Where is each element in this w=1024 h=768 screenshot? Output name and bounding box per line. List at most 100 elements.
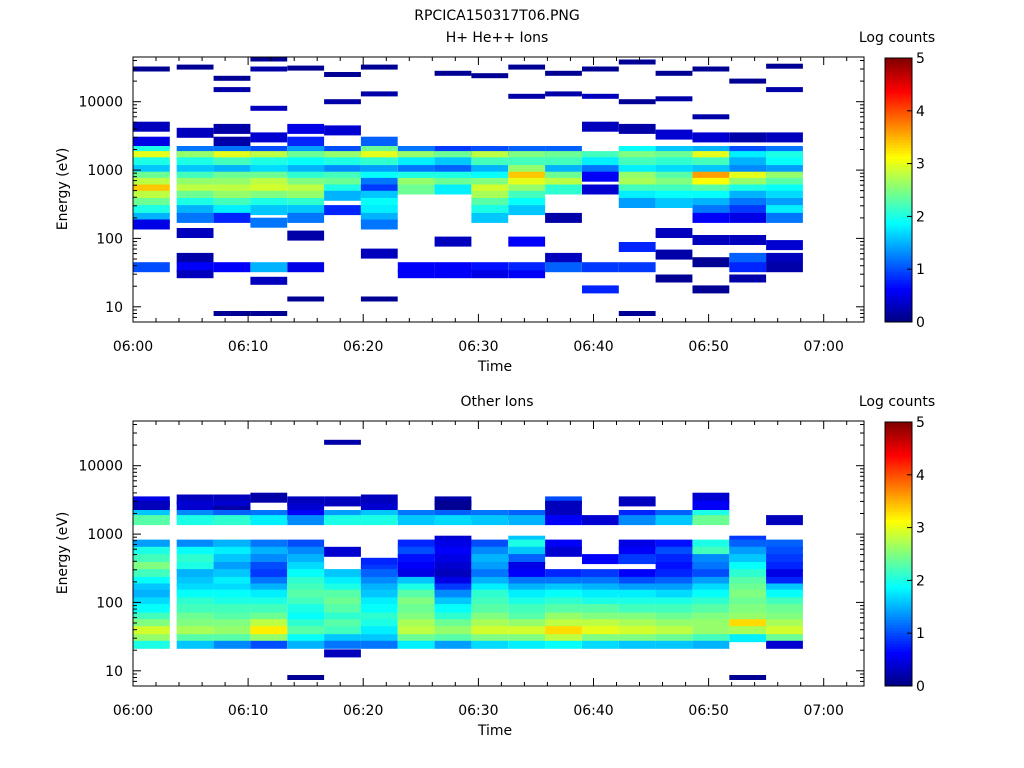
colorbar-swatch xyxy=(885,213,912,217)
heatmap-cell xyxy=(360,219,398,230)
heatmap-cell xyxy=(545,612,582,623)
colorbar-tick-label: 4 xyxy=(916,104,925,120)
heatmap-cell xyxy=(213,576,251,587)
heatmap-cell xyxy=(729,190,767,201)
colorbar-swatch xyxy=(885,97,912,101)
heatmap-cell xyxy=(250,492,288,503)
heatmap-cell xyxy=(471,640,509,649)
heatmap-cell xyxy=(655,634,693,643)
heatmap-cell xyxy=(397,171,435,182)
heatmap-cell xyxy=(618,146,656,156)
heatmap-cell xyxy=(508,619,546,630)
heatmap-cell xyxy=(729,157,767,168)
heatmap-cell xyxy=(250,569,288,580)
colorbar-swatch xyxy=(885,131,912,135)
heatmap-cell xyxy=(397,576,435,587)
heatmap-cell xyxy=(434,640,472,649)
heatmap-cell xyxy=(545,576,582,587)
heatmap-cell xyxy=(397,640,435,649)
heatmap-cell xyxy=(287,640,325,649)
heatmap-cell xyxy=(176,589,214,600)
heatmap-cell xyxy=(766,132,803,143)
heatmap-cell xyxy=(287,546,325,557)
heatmap-cell xyxy=(133,177,170,188)
colorbar-swatch xyxy=(885,548,912,552)
heatmap-cell xyxy=(508,157,546,168)
x-tick-label: 06:10 xyxy=(228,703,268,719)
heatmap-cell xyxy=(287,212,325,223)
heatmap-cell xyxy=(545,569,582,580)
colorbar-label: Log counts xyxy=(859,394,935,410)
heatmap-cell xyxy=(176,146,214,156)
heatmap-cell xyxy=(655,228,693,238)
colorbar-swatch xyxy=(885,422,912,426)
heatmap-cell xyxy=(176,612,214,623)
heatmap-layer xyxy=(133,439,803,680)
heatmap-cell xyxy=(766,562,803,572)
colorbar-swatch xyxy=(885,564,912,568)
heatmap-cell xyxy=(434,569,472,580)
colorbar-swatch xyxy=(885,190,912,194)
heatmap-cell xyxy=(133,121,170,132)
colorbar-swatch xyxy=(885,501,912,505)
colorbar-swatch xyxy=(885,282,912,286)
heatmap-cell xyxy=(133,205,170,216)
colorbar-swatch xyxy=(885,445,912,449)
heatmap-cell xyxy=(471,165,509,176)
heatmap-cell xyxy=(582,597,619,608)
heatmap-cell xyxy=(434,604,472,615)
heatmap-cell xyxy=(133,151,170,162)
heatmap-cell xyxy=(766,157,803,168)
colorbar-swatch xyxy=(885,79,912,83)
heatmap-cell xyxy=(434,546,472,557)
heatmap-cell xyxy=(508,569,546,580)
y-tick-label: 1000 xyxy=(87,527,123,543)
heatmap-cell xyxy=(287,510,325,520)
colorbar-swatch xyxy=(885,530,912,534)
heatmap-cell xyxy=(471,515,509,526)
heatmap-cell xyxy=(692,212,730,223)
colorbar-swatch xyxy=(885,84,912,88)
axes-frame: 10 100 1000 10000 06:00 06:10 06:20 06:30 06:40 0… xyxy=(78,420,865,719)
colorbar-swatch xyxy=(885,659,912,663)
heatmap-cell xyxy=(729,151,767,162)
x-tick-label: 06:50 xyxy=(688,703,728,719)
heatmap-cell xyxy=(618,190,656,201)
heatmap-cell xyxy=(692,597,730,608)
heatmap-cell xyxy=(250,539,288,550)
heatmap-cell xyxy=(287,136,325,147)
colorbar-swatch xyxy=(885,554,912,558)
colorbar-swatch xyxy=(885,139,912,143)
colorbar-frame xyxy=(884,57,913,323)
colorbar-swatch xyxy=(885,527,912,531)
heatmap-cell xyxy=(213,539,251,550)
colorbar-swatch xyxy=(885,472,912,476)
colorbar-tick-label: 0 xyxy=(916,679,925,695)
colorbar-swatch xyxy=(885,509,912,513)
heatmap-cell xyxy=(729,569,767,580)
colorbar-swatch xyxy=(885,116,912,120)
heatmap-cell xyxy=(582,612,619,623)
heatmap-cell xyxy=(434,70,472,76)
heatmap-cell xyxy=(250,546,288,557)
colorbar-swatch xyxy=(885,229,912,233)
panel-title: Other Ions xyxy=(460,394,533,410)
heatmap-cell xyxy=(766,165,803,176)
heatmap-cell xyxy=(508,93,546,99)
heatmap-cell xyxy=(766,171,803,182)
x-axis-label: Time xyxy=(477,723,512,739)
colorbar-swatch xyxy=(885,76,912,80)
heatmap-cell xyxy=(655,177,693,188)
colorbar-swatch xyxy=(885,73,912,77)
heatmap-cell xyxy=(287,165,325,176)
heatmap-cell xyxy=(213,136,251,147)
heatmap-cell xyxy=(655,146,693,156)
heatmap-cell xyxy=(360,557,398,568)
heatmap-cell xyxy=(434,157,472,168)
heatmap-cell xyxy=(692,554,730,565)
colorbar-swatch xyxy=(885,590,912,594)
heatmap-cell xyxy=(692,257,730,268)
colorbar-swatch xyxy=(885,474,912,478)
colorbar-frame xyxy=(884,421,913,687)
colorbar-swatch xyxy=(885,102,912,106)
